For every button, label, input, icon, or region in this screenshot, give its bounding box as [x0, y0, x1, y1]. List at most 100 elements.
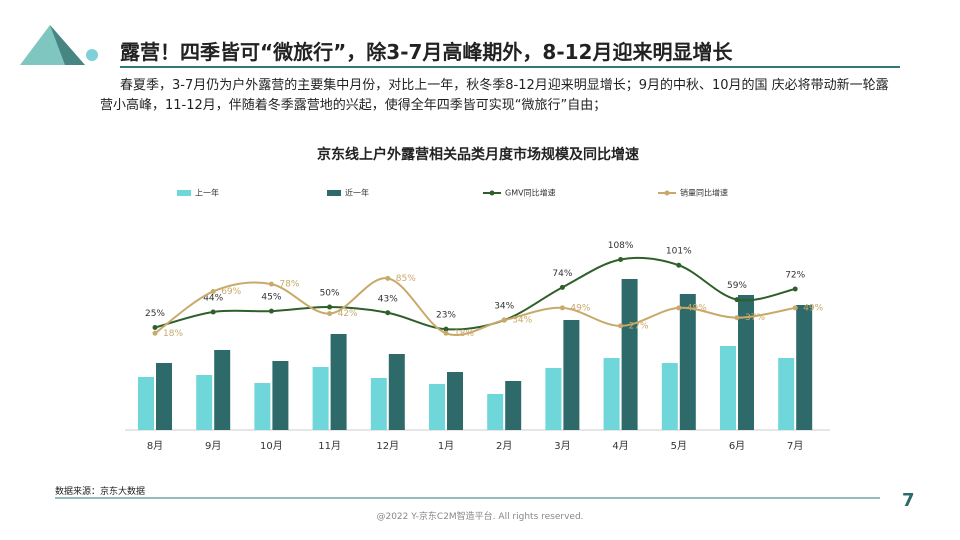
data-label: 37%	[745, 313, 765, 323]
point	[268, 308, 274, 314]
x-tick-label: 4月	[612, 440, 628, 452]
point	[559, 305, 565, 311]
data-label: 49%	[570, 303, 590, 313]
bar	[796, 305, 813, 430]
bar	[312, 367, 329, 430]
x-tick-label: 12月	[376, 440, 399, 452]
point	[734, 297, 740, 303]
bar	[487, 394, 504, 430]
point	[327, 311, 333, 317]
bar	[254, 383, 271, 430]
data-label: 23%	[436, 311, 456, 321]
point	[501, 317, 507, 323]
data-label: 101%	[666, 247, 692, 257]
point	[792, 286, 798, 292]
point	[210, 309, 216, 315]
bar	[563, 320, 580, 430]
bar	[679, 294, 696, 430]
chart-title: 京东线上户外露营相关品类月度市场规模及同比增速	[317, 146, 639, 163]
data-label: 34%	[494, 302, 514, 312]
point	[327, 304, 333, 310]
data-label: 18%	[163, 329, 183, 339]
point	[559, 284, 565, 290]
bar	[272, 361, 289, 430]
legend-label: 近一年	[345, 188, 369, 198]
data-label: 69%	[221, 287, 241, 297]
page-number: 7	[902, 490, 915, 511]
point	[385, 275, 391, 281]
data-label: 42%	[338, 309, 358, 319]
bar	[505, 381, 522, 430]
legend-label: GMV同比增速	[505, 188, 556, 198]
bar	[778, 358, 795, 430]
x-tick-label: 8月	[147, 440, 163, 452]
x-tick-label: 5月	[671, 440, 687, 452]
legend-swatch	[177, 190, 191, 196]
x-tick-label: 11月	[318, 440, 341, 452]
source: 数据来源：京东大数据	[55, 487, 146, 497]
point	[792, 305, 798, 311]
bar	[447, 372, 463, 430]
bar	[603, 358, 620, 430]
point	[618, 257, 624, 263]
data-label: 50%	[320, 289, 340, 299]
bar	[196, 375, 213, 430]
data-label: 59%	[727, 281, 747, 291]
bar	[738, 295, 754, 430]
point	[152, 330, 158, 336]
bar	[621, 279, 638, 430]
x-tick-label: 7月	[787, 440, 803, 452]
x-tick-label: 3月	[554, 440, 570, 452]
x-tick-label: 6月	[729, 440, 745, 452]
tent-icon	[20, 25, 98, 65]
data-label: 49%	[687, 303, 707, 313]
data-label: 85%	[396, 274, 416, 284]
data-label: 108%	[608, 241, 634, 251]
bar	[138, 377, 154, 430]
point	[443, 326, 449, 332]
body-text: 春夏季，3-7月仍为户外露营的主要集中月份，对比上一年，秋冬季8-12月迎来明显…	[100, 78, 889, 113]
data-label: 49%	[803, 303, 823, 313]
bar	[545, 368, 562, 430]
bar	[214, 350, 231, 430]
point	[676, 305, 682, 311]
data-label: 44%	[203, 293, 223, 303]
data-label: 72%	[785, 271, 805, 281]
data-label: 34%	[512, 316, 532, 326]
x-tick-label: 9月	[205, 440, 221, 452]
bar	[330, 334, 347, 430]
legend-label: 销量同比增速	[680, 188, 728, 198]
point	[618, 323, 624, 329]
point	[210, 288, 216, 294]
title-rule	[120, 66, 900, 68]
line	[154, 256, 796, 331]
legend-label: 上一年	[195, 188, 219, 198]
x-tick-label: 1月	[438, 440, 454, 452]
legend-swatch	[664, 190, 670, 196]
bar	[661, 363, 678, 430]
bar	[370, 378, 387, 430]
point	[676, 262, 682, 268]
data-label: 25%	[145, 309, 165, 319]
point	[734, 315, 740, 321]
title: 露营！四季皆可“微旅行”，除3-7月高峰期外，8-12月迎来明显增长	[120, 40, 733, 64]
bar	[429, 384, 445, 430]
bar	[388, 354, 405, 430]
copyright: @2022 Y-京东C2M智造平台. All rights reserved.	[376, 512, 584, 522]
legend-swatch	[489, 190, 495, 196]
point	[443, 330, 449, 336]
bar	[720, 346, 736, 430]
data-label: 27%	[629, 321, 649, 331]
data-label: 78%	[279, 280, 299, 290]
data-label: 45%	[261, 293, 281, 303]
point	[268, 281, 274, 287]
point	[152, 325, 158, 331]
x-tick-label: 10月	[260, 440, 283, 452]
data-label: 74%	[552, 269, 572, 279]
point	[385, 310, 391, 316]
data-label: 18%	[454, 329, 474, 339]
legend-swatch	[327, 190, 341, 196]
data-label: 43%	[378, 294, 398, 304]
